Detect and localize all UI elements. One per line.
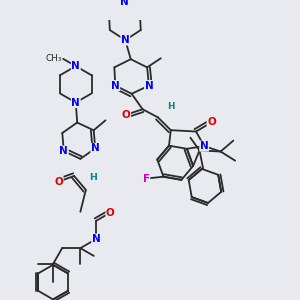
Text: N: N bbox=[145, 81, 153, 91]
Text: H: H bbox=[167, 102, 175, 111]
Text: O: O bbox=[106, 208, 115, 218]
Text: O: O bbox=[54, 177, 63, 187]
Text: N: N bbox=[111, 81, 120, 91]
Text: H: H bbox=[89, 173, 97, 182]
Text: O: O bbox=[122, 110, 130, 120]
Text: N: N bbox=[120, 0, 129, 7]
Text: CH₃: CH₃ bbox=[45, 54, 62, 63]
Text: F: F bbox=[142, 173, 150, 184]
Text: N: N bbox=[71, 61, 80, 71]
Text: N: N bbox=[121, 35, 130, 45]
Text: N: N bbox=[92, 234, 100, 244]
Text: N: N bbox=[71, 98, 80, 107]
Text: N: N bbox=[59, 146, 68, 156]
Text: N: N bbox=[200, 141, 208, 151]
Text: N: N bbox=[91, 143, 100, 153]
Text: O: O bbox=[207, 117, 216, 128]
